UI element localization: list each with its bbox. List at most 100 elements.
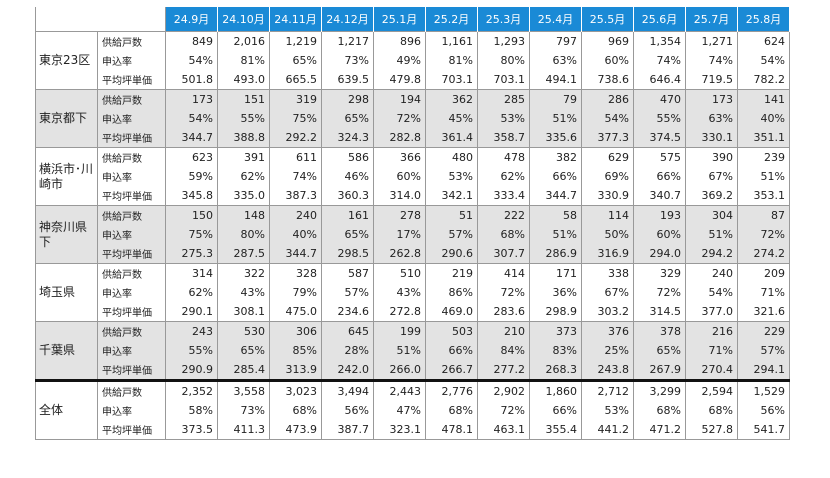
table-row: 平均坪単価 290.1 308.1 475.0 234.6 272.8 469.0 283.6… (36, 302, 790, 322)
cell: 478.1 (425, 420, 478, 440)
cell: 57% (737, 341, 790, 360)
cell: 161 (321, 205, 374, 225)
cell: 2,016 (217, 31, 270, 51)
cell: 68% (685, 401, 738, 420)
metric-label: 供給戸数 (97, 321, 166, 341)
cell: 68% (633, 401, 686, 420)
cell: 3,494 (321, 379, 374, 401)
cell: 75% (269, 109, 322, 128)
cell: 74% (633, 51, 686, 70)
cell: 378 (633, 321, 686, 341)
column-header: 25.8月 (737, 7, 790, 32)
table-row: 申込率 58% 73% 68% 56% 47% 68% 72% 66% 53% 68% 68% 56% (36, 401, 790, 420)
region-label: 神奈川県下 (35, 205, 98, 264)
cell: 72% (737, 225, 790, 244)
cell: 376 (581, 321, 634, 341)
cell: 298 (321, 89, 374, 109)
cell: 335.0 (217, 186, 270, 206)
cell: 242.0 (321, 360, 374, 381)
cell: 629 (581, 147, 634, 167)
cell: 1,354 (633, 31, 686, 51)
cell: 355.4 (529, 420, 582, 440)
column-header: 24.12月 (321, 7, 374, 32)
cell: 141 (737, 89, 790, 109)
cell: 69% (581, 167, 634, 186)
cell: 623 (165, 147, 218, 167)
cell: 243.8 (581, 360, 634, 381)
cell: 369.2 (685, 186, 738, 206)
table-row: 申込率 62% 43% 79% 57% 43% 86% 72% 36% 67% 72% 54% 71% (36, 283, 790, 302)
cell: 388.8 (217, 128, 270, 148)
table-row: 平均坪単価 501.8 493.0 665.5 639.5 479.8 703.1 703.1… (36, 70, 790, 90)
cell: 896 (373, 31, 426, 51)
cell: 74% (269, 167, 322, 186)
cell: 340.7 (633, 186, 686, 206)
cell: 239 (737, 147, 790, 167)
cell: 586 (321, 147, 374, 167)
cell: 333.4 (477, 186, 530, 206)
cell: 79 (529, 89, 582, 109)
cell: 329 (633, 263, 686, 283)
metric-label: 平均坪単価 (97, 420, 166, 440)
cell: 719.5 (685, 70, 738, 90)
cell: 283.6 (477, 302, 530, 322)
cell: 66% (529, 401, 582, 420)
cell: 282.8 (373, 128, 426, 148)
cell: 1,219 (269, 31, 322, 51)
metric-label: 申込率 (97, 225, 166, 244)
metric-label: 平均坪単価 (97, 128, 166, 148)
metric-label: 申込率 (97, 341, 166, 360)
cell: 2,902 (477, 379, 530, 401)
cell: 969 (581, 31, 634, 51)
cell: 314 (165, 263, 218, 283)
cell: 216 (685, 321, 738, 341)
cell: 58 (529, 205, 582, 225)
cell: 266.0 (373, 360, 426, 381)
table-row: 平均坪単価 345.8 335.0 387.3 360.3 314.0 342.1 333.4… (36, 186, 790, 206)
column-header: 24.11月 (269, 7, 322, 32)
cell: 66% (633, 167, 686, 186)
cell: 65% (321, 225, 374, 244)
metric-label: 供給戸数 (97, 205, 166, 225)
metric-label: 供給戸数 (97, 31, 166, 51)
cell: 703.1 (425, 70, 478, 90)
cell: 471.2 (633, 420, 686, 440)
cell: 322 (217, 263, 270, 283)
table-row: 申込率 54% 81% 65% 73% 49% 81% 80% 63% 60% 74% 74% 54% (36, 51, 790, 70)
cell: 54% (581, 109, 634, 128)
column-header: 25.3月 (477, 7, 530, 32)
table-row: 申込率 75% 80% 40% 65% 17% 57% 68% 51% 50% 60% 51% 72% (36, 225, 790, 244)
cell: 463.1 (477, 420, 530, 440)
cell: 81% (217, 51, 270, 70)
cell: 36% (529, 283, 582, 302)
cell: 470 (633, 89, 686, 109)
cell: 43% (373, 283, 426, 302)
cell: 353.1 (737, 186, 790, 206)
cell: 342.1 (425, 186, 478, 206)
cell: 73% (217, 401, 270, 420)
cell: 55% (633, 109, 686, 128)
cell: 63% (529, 51, 582, 70)
cell: 71% (737, 283, 790, 302)
cell: 527.8 (685, 420, 738, 440)
cell: 240 (269, 205, 322, 225)
cell: 307.7 (477, 244, 530, 264)
metric-label: 供給戸数 (97, 263, 166, 283)
cell: 28% (321, 341, 374, 360)
cell: 67% (581, 283, 634, 302)
cell: 55% (217, 109, 270, 128)
cell: 294.0 (633, 244, 686, 264)
cell: 624 (737, 31, 790, 51)
cell: 324.3 (321, 128, 374, 148)
column-header: 25.2月 (425, 7, 478, 32)
cell: 199 (373, 321, 426, 341)
cell: 323.1 (373, 420, 426, 440)
cell: 60% (633, 225, 686, 244)
cell: 2,443 (373, 379, 426, 401)
cell: 274.2 (737, 244, 790, 264)
cell: 313.9 (269, 360, 322, 381)
cell: 360.3 (321, 186, 374, 206)
cell: 285.4 (217, 360, 270, 381)
cell: 290.6 (425, 244, 478, 264)
cell: 782.2 (737, 70, 790, 90)
